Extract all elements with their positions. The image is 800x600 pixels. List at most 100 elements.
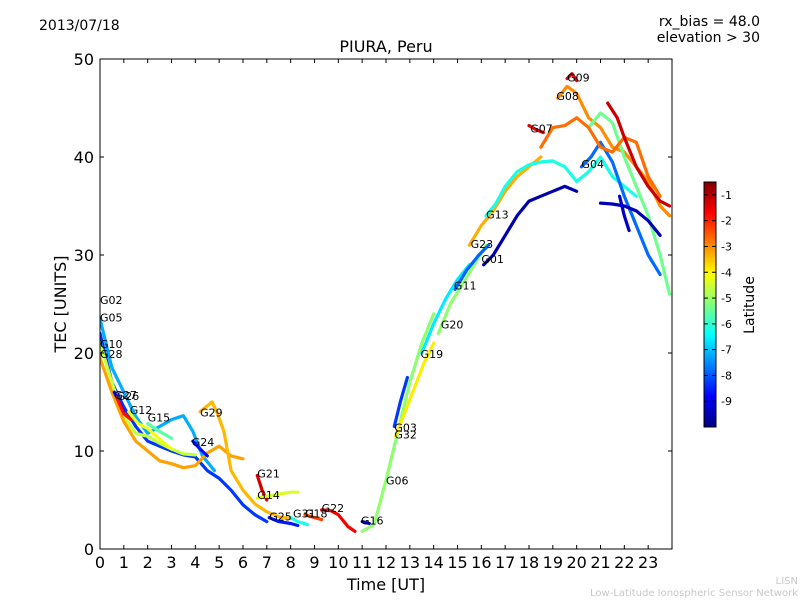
colorbar-tick-label: -9 — [721, 395, 732, 408]
satellite-label-g08: G08 — [556, 90, 579, 103]
series-g26 — [115, 395, 133, 422]
satellite-label-g27: G27 — [114, 389, 137, 402]
series-g05 — [100, 331, 269, 524]
satellite-label-g09: G09 — [567, 72, 590, 85]
series-g16 — [360, 519, 371, 526]
series-g12 — [127, 410, 174, 451]
footer-org: LISN — [775, 576, 798, 587]
series-g35 — [617, 194, 631, 233]
satellite-label-g29: G29 — [200, 407, 223, 420]
y-tick-label: 30 — [74, 246, 94, 265]
satellite-label-g22: G22 — [322, 502, 345, 515]
x-tick-label: 21 — [590, 553, 610, 572]
satellite-label-g28: G28 — [100, 348, 123, 361]
x-tick-label: 15 — [447, 553, 467, 572]
satellite-label-g07: G07 — [530, 123, 553, 136]
x-tick-label: 20 — [566, 553, 586, 572]
satellite-label-g15: G15 — [148, 412, 171, 425]
satellite-label-g19: G19 — [421, 348, 444, 361]
colorbar-tick-label: -2 — [721, 215, 732, 228]
date-label: 2013/07/18 — [39, 18, 120, 34]
x-tick-label: 18 — [519, 553, 539, 572]
series-g17 — [539, 116, 662, 198]
series-g15 — [146, 422, 174, 440]
x-tick-label: 7 — [262, 553, 272, 572]
satellite-label-g04: G04 — [581, 158, 604, 171]
satellite-label-g10: G10 — [100, 338, 123, 351]
rx-bias-info: rx_bias = 48.0 elevation > 30 — [657, 14, 760, 46]
series-g09 — [565, 72, 579, 83]
satellite-label-g03: G03 — [394, 421, 417, 434]
y-tick-label: 10 — [74, 442, 94, 461]
y-tick-label: 40 — [74, 148, 94, 167]
rx-bias-label: rx_bias = 48.0 — [658, 14, 760, 30]
x-tick-label: 23 — [638, 553, 658, 572]
y-axis-label: TEC [UNITS] — [51, 256, 70, 354]
colorbar-tick-label: -4 — [721, 266, 732, 279]
series-g34 — [598, 201, 662, 237]
series-g01 — [482, 184, 579, 267]
y-axis: 0 10 20 30 40 50 — [74, 50, 672, 559]
footer: LISN Low-Latitude Ionospheric Sensor Net… — [590, 576, 798, 600]
colorbar-gradient — [703, 181, 717, 428]
series-g02 — [100, 317, 216, 473]
satellite-label-g23: G23 — [471, 238, 494, 251]
x-tick-label: 0 — [95, 553, 105, 572]
satellite-label-g32: G32 — [394, 428, 417, 441]
x-tick-label: 14 — [423, 553, 443, 572]
satellite-label-g02: G02 — [100, 294, 123, 307]
colorbar-tick-label: -8 — [721, 369, 732, 382]
x-tick-label: 4 — [190, 553, 200, 572]
colorbar-tick-label: -6 — [721, 318, 732, 331]
elevation-label: elevation > 30 — [656, 30, 760, 46]
chart-title: PIURA, Peru — [339, 37, 432, 56]
x-tick-label: 3 — [166, 553, 176, 572]
x-tick-label: 10 — [328, 553, 348, 572]
series-g33 — [606, 101, 672, 208]
satellite-label-g21: G21 — [257, 467, 280, 480]
satellite-label-g16: G16 — [361, 515, 384, 528]
colorbar-tick-label: -3 — [721, 240, 732, 253]
x-tick-label: 12 — [376, 553, 396, 572]
footer-org-full: Low-Latitude Ionospheric Sensor Network — [590, 588, 798, 599]
x-tick-label: 16 — [471, 553, 491, 572]
series-g19 — [420, 263, 471, 355]
colorbar-ticks: -1 -2 -3 -4 -5 -6 -7 -8 -9 — [704, 189, 732, 408]
series-g31 — [289, 515, 309, 527]
x-tick-label: 22 — [614, 553, 634, 572]
satellite-label-g31: G31 — [293, 508, 316, 521]
satellite-label-g20: G20 — [441, 319, 464, 332]
satellite-label-g25: G25 — [269, 511, 292, 524]
colorbar-label: Latitude — [742, 276, 758, 334]
colorbar: -1 -2 -3 -4 -5 -6 -7 -8 -9 Latitude — [703, 181, 758, 428]
series-g03 — [392, 375, 409, 429]
satellite-label-g14: G14 — [257, 489, 280, 502]
x-axis-label: Time [UT] — [346, 575, 425, 594]
satellite-label-g12: G12 — [130, 404, 153, 417]
satellite-label-g11: G11 — [454, 279, 477, 292]
colorbar-tick-label: -1 — [721, 189, 732, 202]
satellite-label-g05: G05 — [100, 312, 123, 325]
series-g07 — [527, 123, 545, 135]
series-g32 — [393, 341, 436, 438]
x-tick-label: 6 — [238, 553, 248, 572]
x-tick-label: 17 — [495, 553, 515, 572]
series-g30 — [586, 111, 672, 296]
x-tick-label: 1 — [119, 553, 129, 572]
x-tick-label: 13 — [400, 553, 420, 572]
satellite-label-g01: G01 — [481, 253, 504, 266]
series-g28 — [100, 356, 245, 470]
series-g25 — [267, 515, 300, 528]
series-layer — [100, 72, 672, 534]
series-g29 — [198, 400, 293, 521]
series-g24 — [191, 439, 209, 458]
series-g23 — [467, 155, 543, 247]
satellite-label-g26: G26 — [117, 390, 140, 403]
satellite-label-g24: G24 — [192, 436, 215, 449]
x-tick-label: 11 — [352, 553, 372, 572]
x-tick-label: 9 — [309, 553, 319, 572]
series-g13 — [484, 155, 638, 218]
x-tick-label: 2 — [143, 553, 153, 572]
satellite-label-g06: G06 — [386, 474, 409, 487]
